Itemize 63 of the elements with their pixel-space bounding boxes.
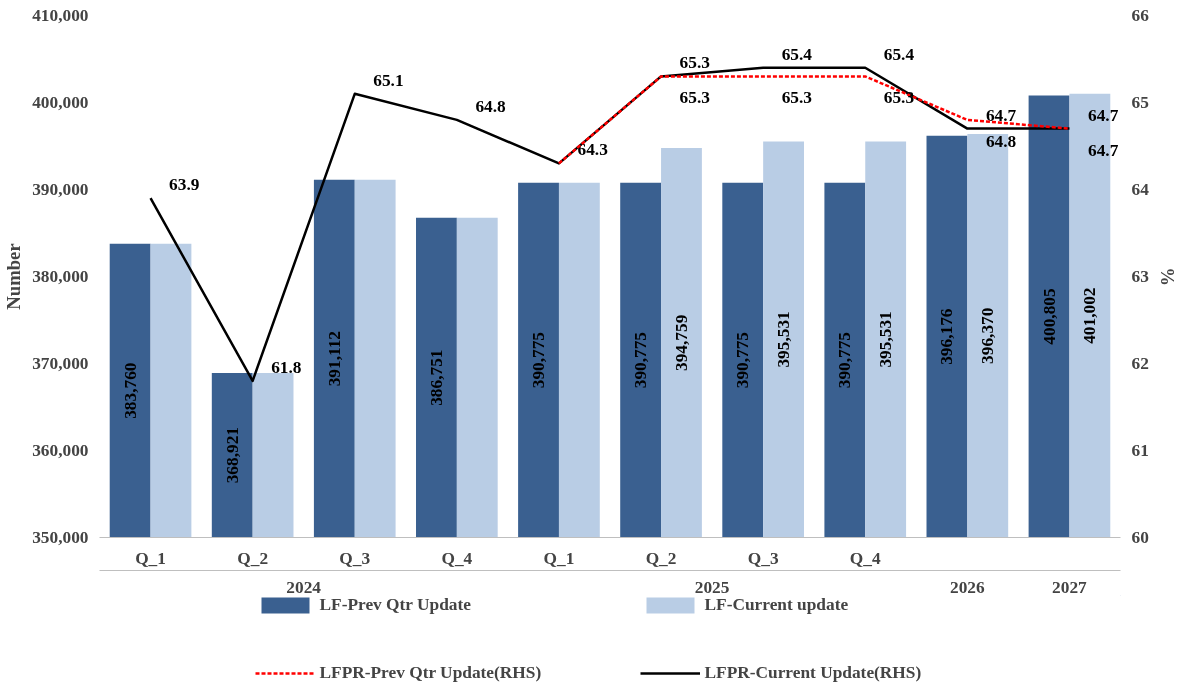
data-label: 65.3 xyxy=(781,88,813,108)
data-label: 395,531 xyxy=(876,311,896,368)
data-label: 65.4 xyxy=(781,44,813,64)
data-label: 383,760 xyxy=(120,362,140,419)
data-label: 390,775 xyxy=(631,331,651,389)
data-label: 64.7 xyxy=(1087,105,1119,125)
y-axis-title: Number xyxy=(3,243,25,310)
y2-tick-label: 62 xyxy=(1131,354,1149,373)
data-label: 64.8 xyxy=(475,96,507,116)
data-label: 65.3 xyxy=(883,88,915,108)
data-label: 395,531 xyxy=(774,311,794,368)
text: 2025 xyxy=(694,577,730,597)
y-tick-label: 380,000 xyxy=(32,267,89,286)
text: 2026 xyxy=(950,577,986,597)
data-label: 396,176 xyxy=(937,308,957,365)
y-tick-label: 410,000 xyxy=(32,6,89,25)
data-label: 390,775 xyxy=(529,331,549,389)
data-label: 394,759 xyxy=(671,314,691,371)
x-tick-label: Q_3 xyxy=(747,548,779,568)
data-label: 61.8 xyxy=(271,357,302,377)
y2-tick-label: 64 xyxy=(1131,180,1150,199)
y2-tick-label: 60 xyxy=(1131,528,1149,547)
x-tick-label: Q_4 xyxy=(441,548,473,568)
data-label: 401,002 xyxy=(1080,287,1100,344)
x-tick-label: Q_2 xyxy=(237,548,269,568)
x-tick-label: Q_3 xyxy=(339,548,371,568)
x-tick-label: Q_1 xyxy=(543,548,575,568)
x-tick-label: Q_1 xyxy=(135,548,166,568)
data-label: 64.8 xyxy=(985,131,1017,151)
y-tick-label: 370,000 xyxy=(32,354,89,373)
data-label: 64.7 xyxy=(1087,140,1119,160)
data-label: 390,775 xyxy=(835,331,855,389)
data-label: 390,775 xyxy=(733,331,753,389)
legend-label: LFPR-Current Update(RHS) xyxy=(704,663,923,683)
y2-tick-label: 66 xyxy=(1131,6,1150,25)
data-label: 65.4 xyxy=(883,44,915,64)
data-label: 65.1 xyxy=(373,70,404,90)
data-label: 396,370 xyxy=(978,307,998,364)
y2-tick-label: 61 xyxy=(1131,441,1149,460)
legend-label: LFPR-Prev Qtr Update(RHS) xyxy=(319,663,543,683)
data-label: 391,112 xyxy=(324,330,344,387)
y-tick-label: 400,000 xyxy=(32,93,89,112)
y-tick-label: 360,000 xyxy=(32,441,89,460)
y-tick-label: 350,000 xyxy=(32,528,89,547)
legend-label: LF-Current update xyxy=(704,595,850,615)
y2-tick-label: 65 xyxy=(1131,93,1150,112)
x-tick-label: Q_2 xyxy=(645,548,677,568)
line-series xyxy=(557,75,1071,165)
y2-tick-label: 63 xyxy=(1131,267,1150,286)
data-label: 63.9 xyxy=(169,175,200,195)
y-tick-label: 390,000 xyxy=(32,180,89,199)
data-label: 386,751 xyxy=(426,349,446,406)
text: 2027 xyxy=(1052,577,1088,597)
y2-axis-title: % xyxy=(1156,267,1178,286)
data-label: 65.3 xyxy=(679,53,711,73)
data-label: 65.3 xyxy=(679,88,711,108)
data-label: 64.3 xyxy=(577,140,609,160)
data-label: 400,805 xyxy=(1039,288,1059,345)
legend-label: LF-Prev Qtr Update xyxy=(319,595,472,615)
data-label: 368,921 xyxy=(222,427,242,484)
data-label: 64.7 xyxy=(985,105,1017,125)
x-tick-label: Q_4 xyxy=(849,548,881,568)
text: 2024 xyxy=(286,577,322,597)
